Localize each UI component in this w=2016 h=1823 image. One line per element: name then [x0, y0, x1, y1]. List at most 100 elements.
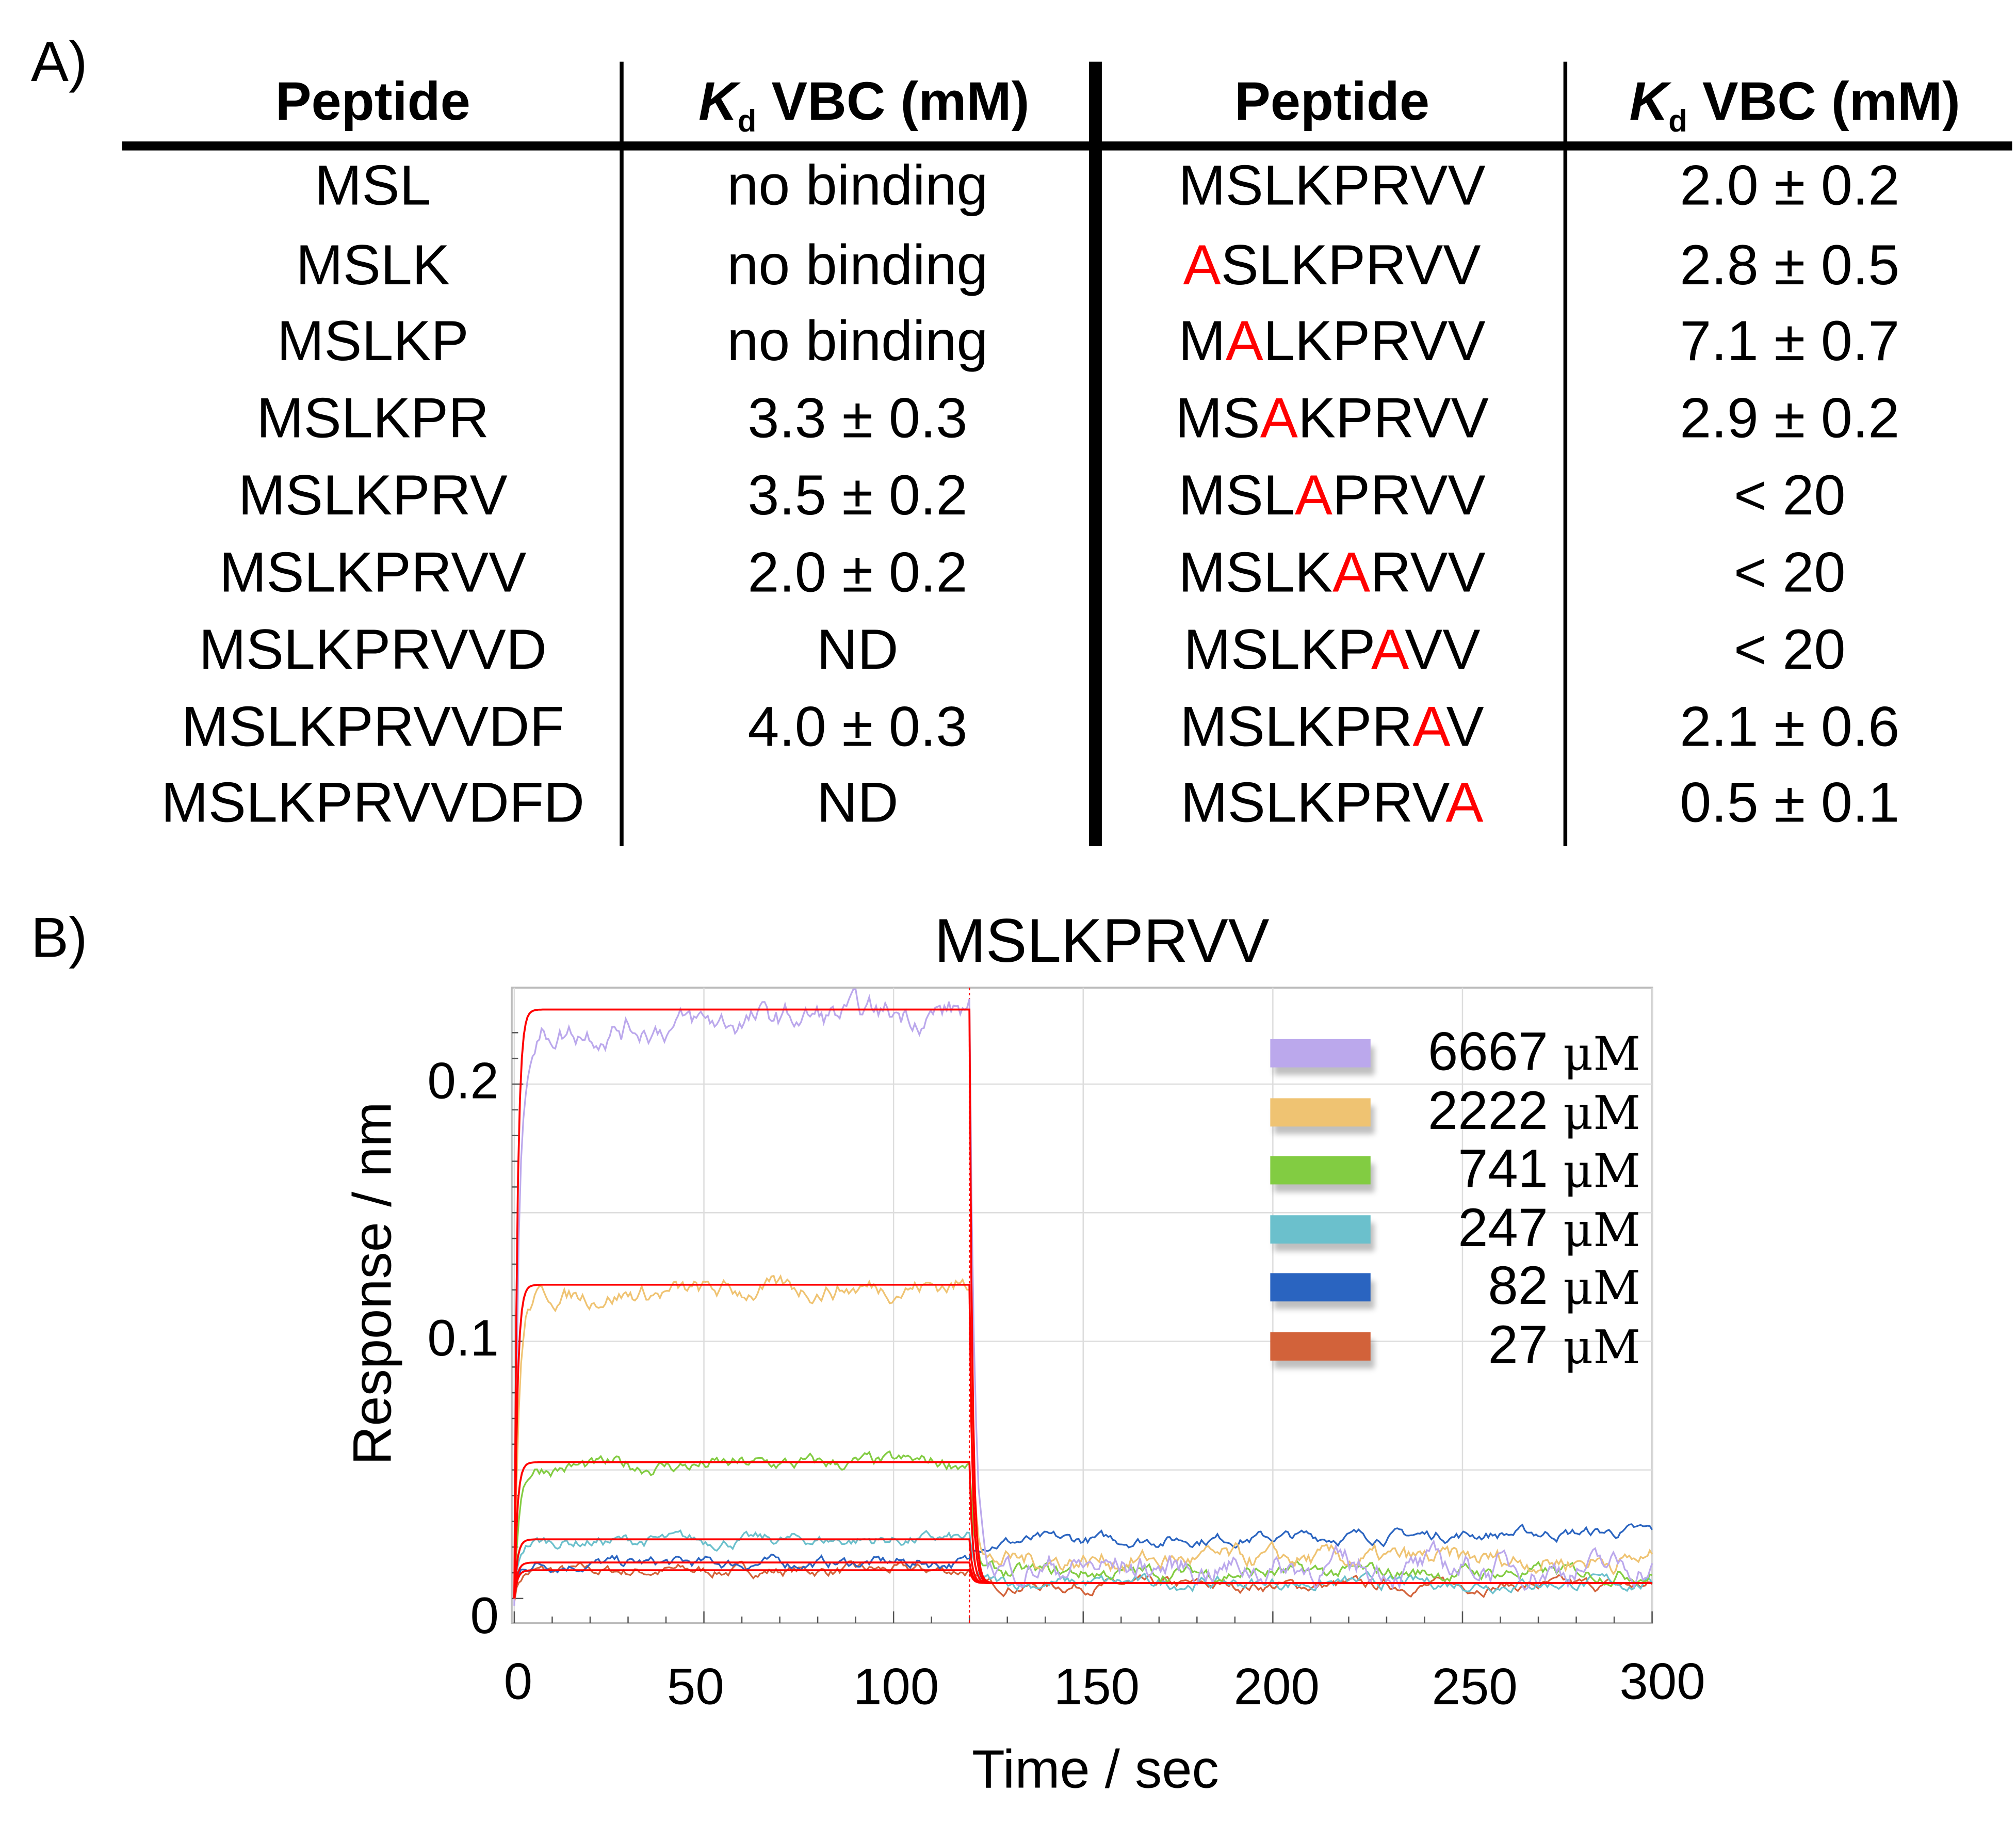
alanine-mutation: A [1294, 464, 1333, 527]
peptide-suffix: V [1446, 696, 1484, 759]
data-trace-247 [513, 1529, 1653, 1595]
kd-cell: 2.8 ± 0.5 [1680, 234, 1900, 297]
legend-swatch [1270, 1098, 1371, 1126]
alanine-mutation: A [1183, 234, 1221, 297]
kd-subscript: d [1668, 104, 1687, 140]
kd-cell: no binding [727, 154, 988, 218]
column-divider [1563, 61, 1568, 846]
kd-cell: no binding [727, 234, 988, 297]
kd-symbol: K [1629, 71, 1669, 132]
peptide-prefix: MSLK [1178, 541, 1332, 605]
x-tick-label: 150 [1053, 1659, 1140, 1716]
concentration-unit: μM [1563, 1028, 1641, 1082]
concentration-value: 6667 [1428, 1021, 1548, 1082]
peptide-prefix: MSLKPR [1180, 696, 1413, 759]
legend-label: 2222 μM [1306, 1079, 1640, 1141]
kd-cell: < 20 [1734, 464, 1846, 527]
concentration-value: 27 [1488, 1313, 1548, 1375]
x-axis-label: Time / sec [972, 1738, 1219, 1799]
legend-label: 82 μM [1306, 1255, 1640, 1317]
alanine-mutation: A [1332, 541, 1371, 605]
kd-cell: 7.1 ± 0.7 [1680, 310, 1900, 373]
mutant-peptide-cell: MSLKPRVA [1180, 771, 1483, 836]
kd-cell: 4.0 ± 0.3 [747, 696, 968, 759]
peptide-cell: MSLKPR [256, 387, 490, 450]
kd-cell: 3.3 ± 0.3 [747, 387, 968, 450]
y-tick-label: 0 [470, 1588, 499, 1645]
peptide-suffix: RVV [1370, 541, 1486, 605]
fit-curve-27 [513, 1569, 1652, 1599]
concentration-value: 247 [1458, 1197, 1548, 1257]
y-tick-label: 0.2 [427, 1053, 499, 1110]
kd-cell: 0.5 ± 0.1 [1680, 771, 1900, 835]
kd-cell: 3.5 ± 0.2 [747, 464, 968, 527]
peptide-cell: MSLKP [277, 310, 469, 373]
legend-label: 27 μM [1306, 1314, 1640, 1376]
concentration-value: 82 [1488, 1255, 1548, 1316]
peptide-prefix: M [1178, 310, 1226, 373]
peptide-prefix: MSLKPRV [1180, 771, 1446, 835]
alanine-mutation: A [1260, 387, 1298, 450]
header-kd-left: Kd VBC (mM) [698, 71, 1029, 141]
peptide-cell: MSLKPRVVD [199, 618, 547, 682]
peptide-cell: MSLKPRV [238, 464, 508, 527]
concentration-unit: μM [1563, 1263, 1641, 1316]
mutant-peptide-cell: MALKPRVV [1178, 310, 1485, 375]
mutant-peptide-cell: MSLAPRVV [1178, 464, 1485, 529]
peptide-prefix: MSLKP [1183, 618, 1372, 682]
mutant-peptide-cell: MSLKARVV [1178, 541, 1485, 606]
concentration-unit: μM [1563, 1146, 1641, 1199]
header-rule [122, 141, 2012, 151]
legend-swatch [1270, 1214, 1371, 1243]
legend-label: 247 μM [1306, 1197, 1640, 1259]
y-axis-label: Response / nm [342, 1102, 403, 1465]
data-trace-741 [513, 1450, 1653, 1599]
concentration-unit: μM [1563, 1321, 1641, 1375]
mutant-peptide-cell: MSAKPRVV [1175, 387, 1488, 451]
kd-symbol: K [698, 71, 738, 132]
kd-cell: < 20 [1734, 618, 1846, 682]
peptide-suffix: LKPRVV [1263, 310, 1486, 373]
x-tick-label: 250 [1432, 1659, 1518, 1716]
data-trace-2222 [513, 1274, 1653, 1597]
mutant-peptide-cell: MSLKPAVV [1184, 619, 1481, 683]
y-tick-label: 0.1 [427, 1310, 499, 1367]
peptide-cell: MSLKPRVV [219, 541, 527, 605]
mutant-peptide-cell: MSLKPRVV [1178, 154, 1485, 219]
mutant-peptide-cell: ASLKPRVV [1183, 234, 1481, 299]
kd-cell: no binding [727, 310, 988, 373]
alanine-mutation: A [1225, 310, 1263, 373]
peptide-cell: MSLKPRVVDF [182, 696, 564, 759]
alanine-mutation: A [1412, 696, 1446, 759]
panel-a-label: A) [30, 30, 88, 94]
table-split-divider [1088, 61, 1102, 846]
legend-label: 6667 μM [1306, 1021, 1640, 1083]
legend-label: 741 μM [1306, 1138, 1640, 1200]
legend-swatch [1270, 1039, 1371, 1068]
peptide-prefix: MSL [1178, 464, 1295, 527]
x-tick-label: 0 [503, 1654, 533, 1711]
column-divider [620, 61, 624, 846]
alanine-mutation: A [1371, 618, 1405, 682]
peptide-suffix: KPRVV [1297, 387, 1489, 450]
x-tick-label: 300 [1619, 1654, 1705, 1711]
kd-cell: 2.9 ± 0.2 [1680, 387, 1900, 450]
panel-b-label: B) [30, 907, 88, 970]
peptide-prefix: MSLKPRVV [1178, 154, 1486, 218]
kd-header-text: VBC (mM) [756, 71, 1030, 132]
x-tick-label: 50 [666, 1659, 724, 1716]
kd-subscript: d [737, 104, 757, 140]
mutant-peptide-cell: MSLKPRAV [1180, 696, 1484, 760]
peptide-suffix: PRVV [1332, 464, 1486, 527]
chart-title: MSLKPRVV [934, 908, 1270, 976]
concentration-value: 2222 [1428, 1079, 1548, 1140]
concentration-value: 741 [1458, 1138, 1548, 1199]
kd-header-text: VBC (mM) [1687, 71, 1960, 132]
legend-swatch [1270, 1331, 1371, 1360]
concentration-unit: μM [1563, 1087, 1641, 1140]
peptide-cell: MSLK [296, 234, 450, 297]
kd-cell: 2.1 ± 0.6 [1680, 696, 1900, 759]
x-tick-label: 100 [853, 1659, 939, 1716]
legend-swatch [1270, 1156, 1371, 1185]
